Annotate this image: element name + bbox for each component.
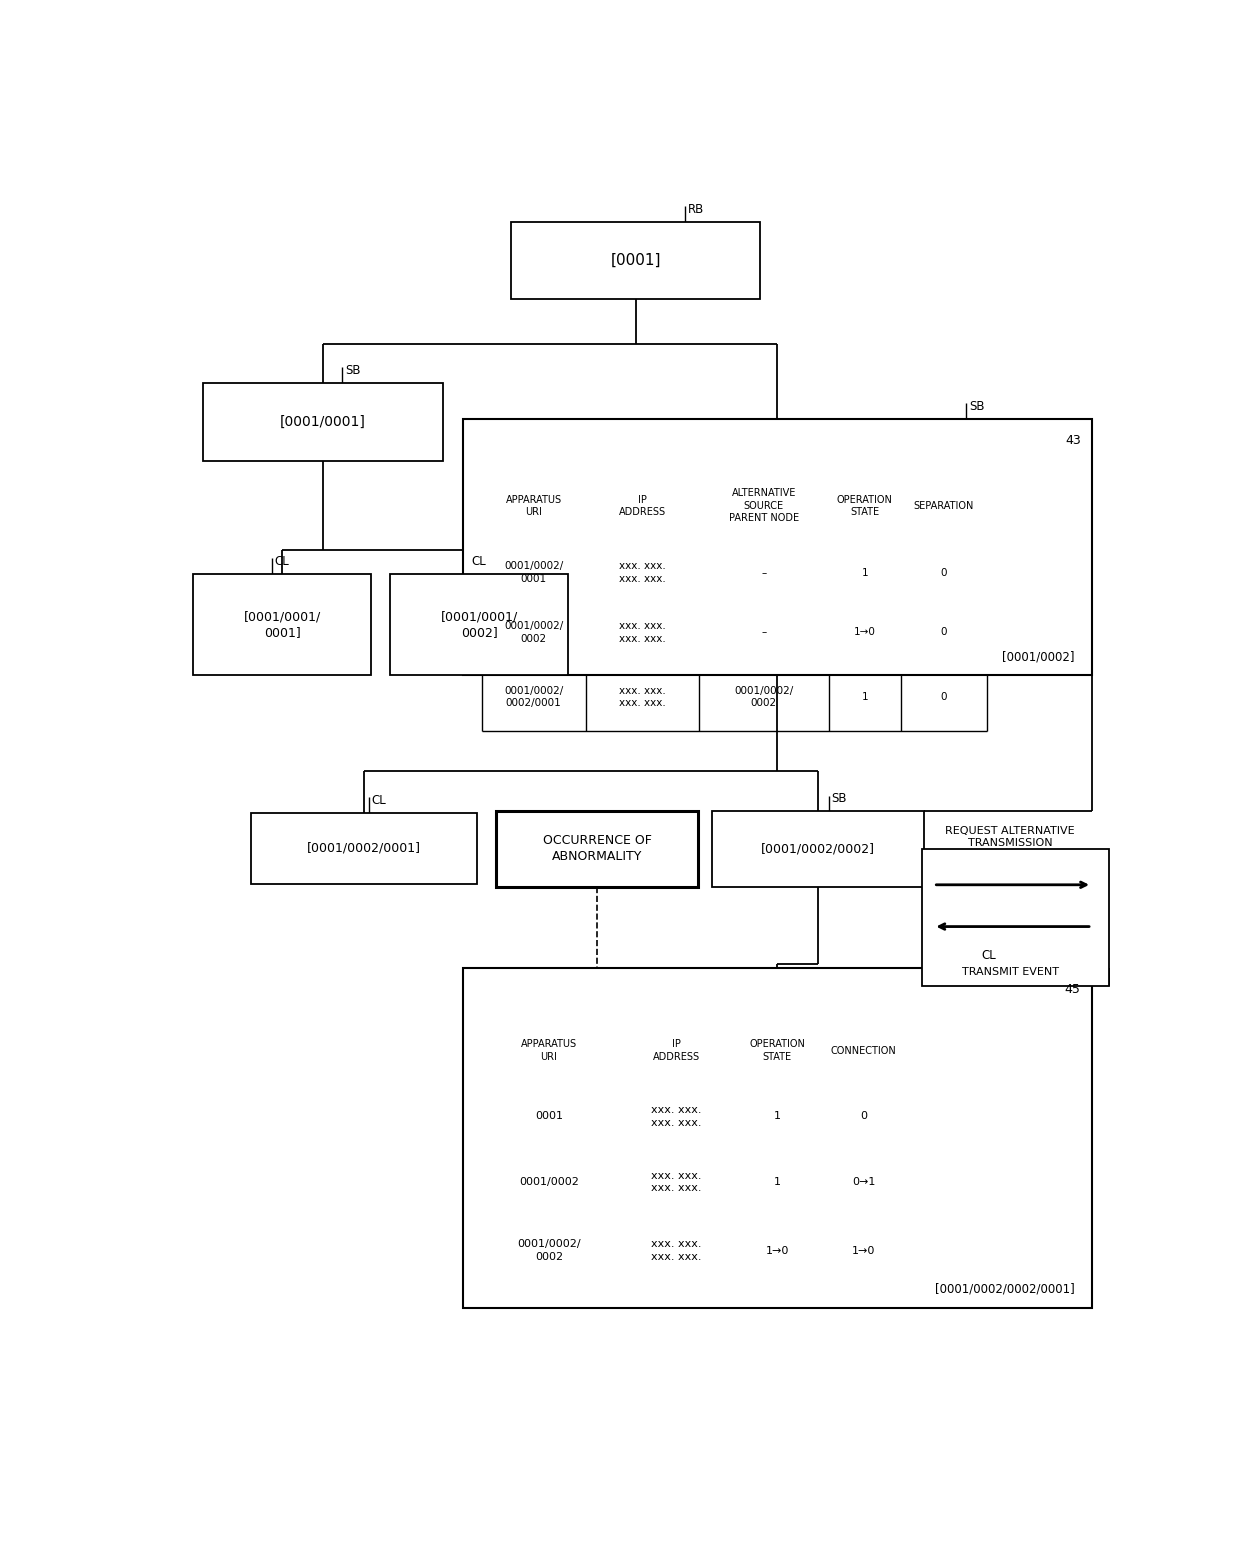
Text: CL: CL — [274, 555, 289, 567]
Text: 0001/0002/
0002: 0001/0002/ 0002 — [734, 685, 794, 708]
Text: [0001/0002/0001]: [0001/0002/0001] — [308, 842, 422, 856]
Text: xxx. xxx.
xxx. xxx.: xxx. xxx. xxx. xxx. — [619, 622, 666, 643]
Text: –: – — [761, 567, 766, 578]
Text: [0001/0001/
0002]: [0001/0001/ 0002] — [440, 611, 518, 639]
Text: 45: 45 — [1065, 983, 1081, 995]
Text: 0001: 0001 — [534, 1111, 563, 1121]
Text: xxx. xxx.
xxx. xxx.: xxx. xxx. xxx. xxx. — [651, 1170, 702, 1194]
Text: xxx. xxx.
xxx. xxx.: xxx. xxx. xxx. xxx. — [651, 1105, 702, 1127]
Text: OCCURRENCE OF
ABNORMALITY: OCCURRENCE OF ABNORMALITY — [543, 834, 651, 863]
Text: [0001/0002]: [0001/0002] — [1002, 651, 1075, 663]
Text: SB: SB — [968, 400, 985, 412]
Text: SEPARATION: SEPARATION — [914, 501, 975, 512]
Text: REQUEST ALTERNATIVE
TRANSMISSION: REQUEST ALTERNATIVE TRANSMISSION — [945, 826, 1075, 848]
Text: 0: 0 — [941, 567, 947, 578]
Text: [0001]: [0001] — [610, 253, 661, 268]
Text: CL: CL — [372, 794, 386, 806]
Text: 0: 0 — [941, 691, 947, 702]
FancyBboxPatch shape — [712, 811, 924, 887]
Text: 1→0: 1→0 — [852, 1246, 875, 1256]
Text: 1→0: 1→0 — [765, 1246, 789, 1256]
FancyBboxPatch shape — [391, 574, 568, 676]
FancyBboxPatch shape — [463, 418, 1092, 676]
Text: xxx. xxx.
xxx. xxx.: xxx. xxx. xxx. xxx. — [619, 685, 666, 708]
FancyBboxPatch shape — [203, 383, 444, 460]
Text: 0: 0 — [941, 628, 947, 637]
Text: 0001/0002/
0001: 0001/0002/ 0001 — [503, 561, 563, 584]
Text: xxx. xxx.
xxx. xxx.: xxx. xxx. xxx. xxx. — [651, 1240, 702, 1262]
Text: 0001/0002/
0002/0001: 0001/0002/ 0002/0001 — [503, 685, 563, 708]
Text: 1: 1 — [862, 691, 868, 702]
Text: APPARATUS
URI: APPARATUS URI — [521, 1040, 577, 1062]
Text: SB: SB — [832, 792, 847, 806]
Text: SB: SB — [345, 364, 361, 377]
FancyBboxPatch shape — [250, 812, 477, 884]
Text: 0001/0002/
0002: 0001/0002/ 0002 — [503, 622, 563, 643]
Text: [0001/0002/0002]: [0001/0002/0002] — [761, 843, 875, 856]
FancyBboxPatch shape — [463, 967, 1092, 1308]
Text: CONNECTION: CONNECTION — [831, 1046, 897, 1056]
Text: 0001/0002/
0002: 0001/0002/ 0002 — [517, 1240, 580, 1262]
Text: CL: CL — [982, 949, 996, 961]
Text: TRANSMIT EVENT: TRANSMIT EVENT — [962, 967, 1059, 976]
Text: ALTERNATIVE
SOURCE
PARENT NODE: ALTERNATIVE SOURCE PARENT NODE — [729, 488, 799, 524]
Text: 0→1: 0→1 — [852, 1176, 875, 1187]
Text: [0001/0002/0002/0001]: [0001/0002/0002/0001] — [935, 1283, 1075, 1296]
Text: CL: CL — [471, 555, 486, 567]
Text: OPERATION
STATE: OPERATION STATE — [837, 494, 893, 518]
FancyBboxPatch shape — [496, 811, 698, 887]
Text: IP
ADDRESS: IP ADDRESS — [619, 494, 666, 518]
FancyBboxPatch shape — [193, 574, 371, 676]
FancyBboxPatch shape — [921, 849, 1110, 986]
Text: 1: 1 — [862, 567, 868, 578]
Text: [0001/0001/
0001]: [0001/0001/ 0001] — [244, 611, 321, 639]
FancyBboxPatch shape — [511, 222, 760, 299]
Text: 1: 1 — [774, 1176, 781, 1187]
Text: [0001/0001]: [0001/0001] — [280, 415, 366, 429]
Text: 0001/0002: 0001/0002 — [520, 1176, 579, 1187]
Text: IP
ADDRESS: IP ADDRESS — [652, 1040, 699, 1062]
Text: RB: RB — [688, 203, 704, 215]
Text: 1→0: 1→0 — [854, 628, 875, 637]
Text: –: – — [761, 628, 766, 637]
Text: APPARATUS
URI: APPARATUS URI — [506, 494, 562, 518]
Text: xxx. xxx.
xxx. xxx.: xxx. xxx. xxx. xxx. — [619, 561, 666, 584]
Text: 0: 0 — [861, 1111, 867, 1121]
Text: 1: 1 — [774, 1111, 781, 1121]
Text: OPERATION
STATE: OPERATION STATE — [749, 1040, 805, 1062]
Text: 43: 43 — [1065, 434, 1080, 446]
